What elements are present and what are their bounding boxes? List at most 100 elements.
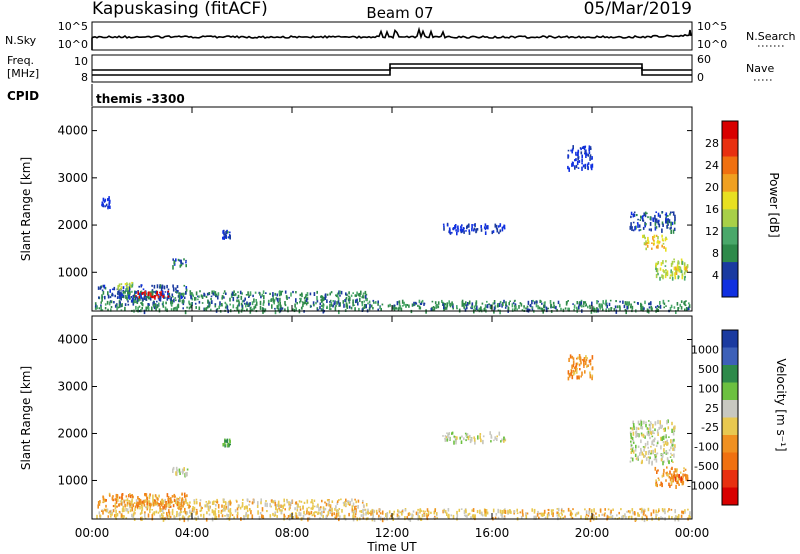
velocity-echo-cell — [631, 447, 634, 453]
velocity-echo-cell — [155, 510, 157, 514]
velocity-echo-cell — [149, 507, 151, 510]
velocity-echo-cell — [314, 514, 316, 518]
velocity-echo-cell — [660, 445, 662, 450]
power-echo-cell — [455, 229, 457, 232]
velocity-echo-cell — [647, 446, 649, 449]
power-echo-cell — [248, 302, 250, 306]
power-echo-cell — [593, 307, 596, 311]
velocity-echo-cell — [269, 503, 271, 508]
velocity-echo-cell — [525, 515, 528, 519]
power-echo-cell — [402, 305, 404, 307]
velocity-echo-cell — [362, 517, 365, 520]
power-echo-cell — [253, 298, 255, 303]
power-echo-cell — [109, 199, 111, 203]
power-echo-cell — [615, 309, 618, 314]
velocity-echo-cell — [327, 511, 330, 516]
velocity-echo-cell — [155, 495, 158, 499]
power-echo-cell — [638, 229, 641, 232]
velocity-echo-cell — [351, 498, 353, 502]
y-tick-label: 2000 — [57, 218, 88, 232]
power-echo-region — [117, 281, 134, 292]
power-echo-cell — [578, 160, 581, 163]
velocity-echo-cell — [303, 510, 305, 515]
velocity-echo-cell — [629, 460, 632, 463]
nave-label: Nave — [746, 62, 774, 75]
velocity-echo-cell — [637, 455, 639, 459]
power-echo-cell — [153, 303, 155, 306]
power-echo-cell — [505, 301, 507, 306]
power-echo-cell — [560, 307, 562, 311]
velocity-echo-cell — [174, 501, 177, 504]
power-echo-cell — [505, 304, 507, 307]
velocity-echo-cell — [355, 500, 357, 504]
power-echo-cell — [397, 308, 400, 311]
power-echo-cell — [657, 236, 659, 240]
velocity-echo-cell — [199, 509, 202, 512]
power-echo-cell — [211, 290, 213, 295]
velocity-echo-cell — [540, 512, 543, 517]
velocity-echo-cell — [640, 420, 643, 426]
power-echo-cell — [329, 299, 332, 302]
velocity-echo-cell — [674, 468, 676, 471]
velocity-echo-cell — [589, 362, 592, 366]
velocity-echo-cell — [569, 510, 572, 513]
velocity-echo-cell — [275, 506, 277, 511]
velocity-echo-cell — [494, 436, 496, 440]
velocity-echo-cell — [670, 508, 673, 511]
power-echo-cell — [134, 291, 137, 294]
velocity-echo-cell — [630, 444, 633, 447]
power-echo-cell — [663, 302, 666, 306]
velocity-echo-cell — [105, 504, 107, 508]
velocity-echo-cell — [644, 454, 646, 458]
velocity-echo-cell — [591, 374, 594, 378]
velocity-echo-cell — [128, 494, 130, 498]
velocity-echo-cell — [334, 507, 336, 511]
power-echo-cell — [605, 308, 607, 312]
velocity-echo-cell — [397, 509, 399, 513]
velocity-echo-cell — [96, 514, 98, 520]
velocity-echo-cell — [456, 517, 458, 519]
power-echo-cell — [219, 301, 221, 306]
nave-line — [92, 67, 692, 76]
velocity-echo-cell — [399, 511, 402, 514]
velocity-echo-cell — [292, 516, 294, 520]
velocity-echo-cell — [637, 433, 639, 437]
power-echo-cell — [493, 300, 496, 304]
nsky-panel-frame — [91, 21, 693, 51]
velocity-echo-cell — [322, 514, 324, 518]
power-echo-cell — [468, 229, 470, 233]
power-echo-cell — [633, 211, 636, 214]
velocity-echo-cell — [411, 513, 413, 518]
power-echo-cell — [199, 290, 201, 293]
velocity-echo-cell — [99, 501, 102, 504]
velocity-echo-cell — [178, 506, 180, 510]
velocity-echo-cell — [362, 514, 364, 518]
power-echo-cell — [300, 306, 303, 310]
power-echo-cell — [552, 306, 554, 309]
velocity-echo-cell — [422, 510, 425, 513]
power-echo-cell — [322, 297, 325, 301]
velocity-echo-cell — [130, 494, 132, 499]
velocity-echo-cell — [104, 509, 107, 512]
power-echo-cell — [179, 299, 181, 303]
velocity-echo-cell — [666, 420, 668, 425]
velocity-echo-cell — [228, 443, 230, 448]
power-echo-cell — [609, 299, 612, 302]
power-echo-cell — [668, 219, 671, 224]
power-echo-cell — [206, 292, 209, 296]
velocity-echo-cell — [407, 512, 410, 517]
velocity-echo-cell — [642, 433, 645, 438]
power-echo-cell — [119, 292, 121, 297]
velocity-echo-cell — [283, 498, 285, 503]
velocity-echo-cell — [684, 509, 686, 512]
power-echo-cell — [154, 295, 156, 300]
power-echo-cell — [466, 306, 468, 310]
power-echo-cell — [114, 304, 117, 308]
velocity-echo-cell — [352, 509, 355, 512]
power-echo-region — [629, 211, 676, 234]
power-echo-cell — [680, 300, 683, 303]
velocity-echo-cell — [317, 511, 320, 515]
velocity-echo-cell — [186, 468, 189, 471]
velocity-echo-cell — [638, 433, 640, 438]
power-echo-cell — [172, 296, 174, 298]
